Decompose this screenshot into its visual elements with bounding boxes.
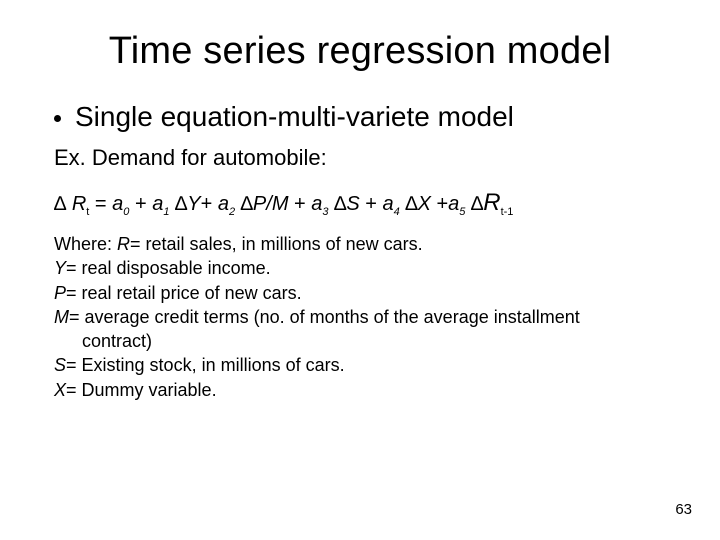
eq-Y: Y (187, 193, 200, 215)
where-M-def-cont: contract) (54, 329, 670, 353)
bullet-icon (54, 115, 61, 122)
eq-sub-tm1: t-1 (501, 206, 514, 218)
where-M-def: = average credit terms (no. of months of… (69, 307, 580, 327)
eq-a3a: a (311, 193, 322, 215)
eq-dP: ∆ (241, 193, 253, 215)
where-prefix: Where: (54, 234, 117, 254)
where-M: M (54, 307, 69, 327)
example-heading: Ex. Demand for automobile: (54, 145, 670, 171)
where-block: Where: R= retail sales, in millions of n… (54, 232, 670, 402)
eq-dY: ∆ (175, 193, 187, 215)
eq-S: S (346, 193, 359, 215)
eq-plus1: + (135, 193, 152, 215)
eq-sub-t: t (86, 206, 89, 218)
where-P-def: = real retail price of new cars. (66, 283, 302, 303)
where-S-def: = Existing stock, in millions of cars. (66, 355, 345, 375)
where-line-Y: Y= real disposable income. (54, 256, 670, 280)
where-R: R (117, 234, 130, 254)
eq-a0s: 0 (123, 206, 129, 218)
where-line-S: S= Existing stock, in millions of cars. (54, 353, 670, 377)
where-P: P (54, 283, 66, 303)
where-line-M: M= average credit terms (no. of months o… (54, 305, 670, 354)
eq-delta: ∆ (54, 193, 66, 215)
eq-plus3: + (294, 193, 311, 215)
eq-Rbig: R (483, 189, 500, 216)
eq-a1s: 1 (163, 206, 169, 218)
slide: Time series regression model Single equa… (0, 0, 720, 540)
where-line-R: Where: R= retail sales, in millions of n… (54, 232, 670, 256)
eq-dX: ∆ (405, 193, 417, 215)
where-X-def: = Dummy variable. (66, 380, 217, 400)
eq-Yplus: + (201, 193, 218, 215)
where-R-def: = retail sales, in millions of new cars. (130, 234, 423, 254)
page-number: 63 (675, 501, 692, 518)
where-Y-def: = real disposable income. (66, 258, 271, 278)
eq-a2a: a (218, 193, 229, 215)
eq-a3s: 3 (322, 206, 328, 218)
where-line-P: P= real retail price of new cars. (54, 281, 670, 305)
eq-a5a: a (448, 193, 459, 215)
eq-PM: P/M (253, 193, 289, 215)
eq-equals: = (95, 193, 112, 215)
equation: ∆ Rt = a0 + a1 ∆Y+ a2 ∆P/M + a3 ∆S + a4 … (54, 189, 670, 218)
bullet-text: Single equation-multi-variete model (75, 101, 514, 133)
slide-title: Time series regression model (50, 30, 670, 73)
eq-a0a: a (112, 193, 123, 215)
eq-plus4: + (365, 193, 382, 215)
bullet-row: Single equation-multi-variete model (50, 101, 670, 133)
eq-a5s: 5 (459, 206, 465, 218)
eq-a1a: a (152, 193, 163, 215)
where-X: X (54, 380, 66, 400)
eq-X: X (418, 193, 431, 215)
where-line-X: X= Dummy variable. (54, 378, 670, 402)
eq-a4s: 4 (394, 206, 400, 218)
eq-plus5: + (436, 193, 448, 215)
eq-a2s: 2 (229, 206, 235, 218)
eq-dR: ∆ (471, 193, 483, 215)
eq-R: R (72, 193, 86, 215)
eq-a4a: a (383, 193, 394, 215)
where-Y: Y (54, 258, 66, 278)
eq-dS: ∆ (334, 193, 346, 215)
where-S: S (54, 355, 66, 375)
